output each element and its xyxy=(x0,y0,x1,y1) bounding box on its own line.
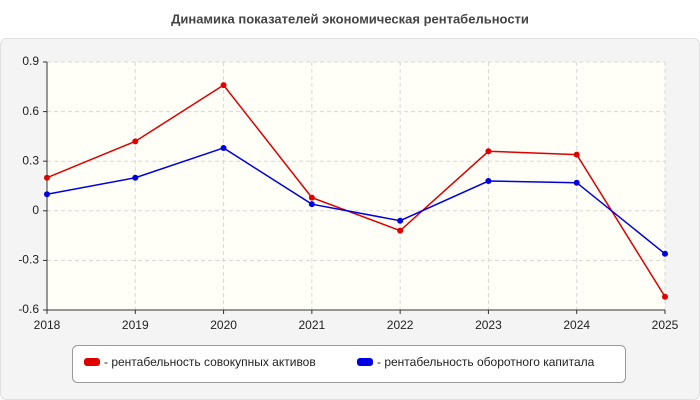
y-tick-label: -0.3 xyxy=(18,253,39,267)
data-point xyxy=(662,293,668,300)
legend-label: - рентабельность совокупных активов xyxy=(104,355,316,369)
x-tick-label: 2018 xyxy=(34,318,61,332)
x-tick-label: 2025 xyxy=(652,318,679,332)
data-point xyxy=(220,144,227,151)
data-point xyxy=(485,148,492,155)
x-tick-label: 2024 xyxy=(563,318,590,332)
data-point xyxy=(132,174,139,181)
data-point xyxy=(573,179,580,186)
legend-items: - рентабельность совокупных активов - рен… xyxy=(84,355,595,369)
data-point xyxy=(308,194,315,201)
y-tick-label: 0.9 xyxy=(22,54,39,68)
x-tick-label: 2019 xyxy=(122,318,149,332)
legend-swatch xyxy=(84,358,100,366)
x-tick-label: 2022 xyxy=(387,318,414,332)
x-tick-label: 2020 xyxy=(210,318,237,332)
legend-swatch xyxy=(357,358,373,366)
data-point xyxy=(44,191,50,198)
data-point xyxy=(485,178,492,185)
data-point xyxy=(132,138,139,145)
y-tick-label: 0 xyxy=(32,203,39,217)
y-tick-label: 0.3 xyxy=(22,153,39,167)
series-line xyxy=(46,147,666,255)
data-point xyxy=(44,174,50,181)
data-point xyxy=(573,151,580,158)
y-tick-label: -0.6 xyxy=(18,302,39,316)
data-point xyxy=(397,217,404,224)
legend xyxy=(72,345,626,383)
data-point xyxy=(662,250,668,257)
x-tick-label: 2021 xyxy=(299,318,326,332)
y-tick-label: 0.6 xyxy=(22,104,39,118)
legend-label: - рентабельность оборотного капитала xyxy=(377,355,595,369)
plot-area xyxy=(47,62,665,310)
series-line xyxy=(46,84,666,298)
data-point xyxy=(308,201,315,208)
chart-title: Динамика показателей экономическая рента… xyxy=(171,11,529,26)
data-point xyxy=(220,82,227,89)
x-tick-label: 2023 xyxy=(475,318,502,332)
data-point xyxy=(397,227,404,234)
